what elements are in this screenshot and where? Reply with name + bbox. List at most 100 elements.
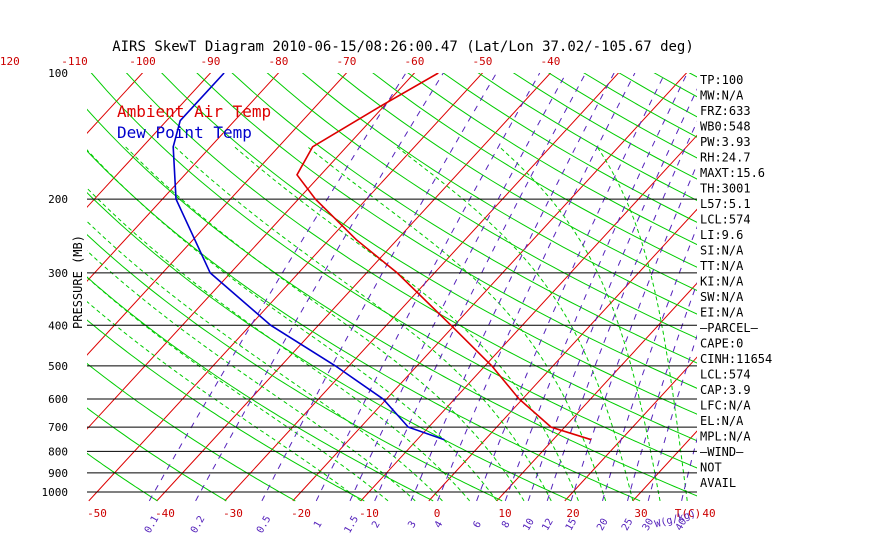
bottom-temp-tick-label: -10: [359, 507, 379, 520]
mixing-ratio-tick-label: 30: [641, 517, 657, 533]
mixing-ratio-line: [315, 73, 541, 502]
index-label: CAPE:0: [700, 337, 743, 351]
bottom-temp-tick-label: 30: [634, 507, 647, 520]
dry-adiabat-line: [87, 452, 158, 502]
mixing-ratio-line: [261, 73, 497, 502]
mixing-ratio-tick-label: 10: [521, 517, 537, 533]
index-label: LI:9.6: [700, 228, 743, 242]
pressure-tick-label: 800: [48, 445, 68, 458]
mixing-ratio-line: [504, 73, 688, 502]
index-label: CAP:3.9: [700, 383, 751, 397]
legend-ambient-air-temp: Ambient Air Temp: [117, 102, 271, 121]
isotherm-line: [292, 73, 688, 502]
dry-adiabat-line: [407, 73, 697, 246]
index-label: LCL:574: [700, 213, 751, 227]
dry-adiabat-line: [231, 73, 697, 364]
dry-adiabat-line: [87, 192, 572, 502]
bottom-temp-tick-label: -50: [87, 507, 107, 520]
top-temp-tick-label: -110: [61, 55, 88, 68]
top-temp-tick-label: -120: [0, 55, 20, 68]
isotherm-line: [87, 73, 212, 208]
bottom-temp-tick-label: -40: [155, 507, 175, 520]
isotherm-line: [496, 282, 697, 502]
dry-adiabat-line: [861, 54, 870, 501]
index-label: AVAIL: [700, 476, 736, 490]
isotherm-line: [837, 54, 870, 501]
moist-adiabat-line: [396, 146, 634, 502]
index-label: SW:N/A: [700, 290, 744, 304]
isotherm-line: [87, 73, 280, 282]
y-axis-label: PRESSURE (MB): [71, 235, 85, 329]
index-label: CINH:11654: [700, 352, 772, 366]
mixing-ratio-line: [437, 73, 636, 502]
index-label: SI:N/A: [700, 244, 744, 258]
isotherm-line: [0, 54, 24, 501]
index-label: —PARCEL—: [700, 321, 759, 335]
isotherm-line: [428, 208, 697, 502]
top-temp-tick-label: -60: [405, 55, 425, 68]
index-label: TP:100: [700, 73, 743, 87]
pressure-tick-label: 600: [48, 393, 68, 406]
isotherm-line: [224, 73, 620, 502]
dry-adiabat-line: [87, 407, 227, 502]
mixing-ratio-tick-label: 6: [471, 519, 484, 530]
bottom-temp-tick-label: 40: [702, 507, 715, 520]
mixing-ratio-line: [410, 73, 615, 502]
mixing-ratio-tick-label: 15: [564, 517, 580, 533]
legend-dew-point-temp: Dew Point Temp: [117, 123, 252, 142]
mixing-ratio-tick-label: 2: [370, 519, 383, 530]
dry-adiabat-line: [827, 54, 870, 501]
mixing-ratio-line: [374, 73, 587, 502]
mixing-ratio-tick-label: 1: [312, 519, 325, 530]
dry-adiabat-line: [87, 150, 641, 502]
index-label: LCL:574: [700, 368, 751, 382]
dry-adiabat-line: [759, 54, 870, 501]
index-label: —WIND—: [700, 445, 744, 459]
index-label: NOT: [700, 461, 722, 475]
isotherm-line: [632, 430, 697, 502]
index-label: LFC:N/A: [700, 399, 751, 413]
dry-adiabat-line: [512, 73, 697, 180]
mixing-ratio-line: [602, 225, 697, 502]
dry-adiabat-line: [301, 73, 697, 315]
bottom-temp-tick-label: 0: [434, 507, 441, 520]
dry-adiabat-line: [266, 73, 697, 339]
top-temp-tick-label: -80: [269, 55, 289, 68]
plot-grid: [0, 54, 870, 502]
dry-adiabat-line: [793, 54, 870, 501]
temp-unit-label: T(C): [675, 507, 702, 520]
bottom-temp-tick-label: -20: [291, 507, 311, 520]
pressure-tick-label: 300: [48, 267, 68, 280]
mixing-ratio-tick-label: 20: [595, 517, 611, 533]
pressure-tick-label: 400: [48, 319, 68, 332]
mixing-ratio-tick-label: 4: [433, 519, 446, 530]
index-label: EI:N/A: [700, 306, 744, 320]
isotherm-line: [87, 73, 144, 135]
dry-adiabat-line: [442, 73, 697, 223]
top-temp-tick-label: -100: [129, 55, 156, 68]
moist-adiabat-line: [87, 149, 498, 502]
mixing-ratio-tick-label: 0.2: [189, 514, 208, 535]
profile-lines: [172, 73, 592, 441]
index-label: RH:24.7: [700, 151, 751, 165]
dry-adiabat-line: [90, 73, 697, 469]
index-label: MAXT:15.6: [700, 166, 765, 180]
isotherm-line: [156, 73, 552, 502]
pressure-tick-label: 1000: [42, 486, 69, 499]
mixing-ratio-line: [476, 73, 666, 502]
dry-adiabat-line: [372, 73, 697, 268]
mixing-ratio-line: [527, 88, 697, 502]
bottom-temp-tick-label: 20: [566, 507, 579, 520]
dry-adiabat-line: [87, 319, 365, 502]
index-label: EL:N/A: [700, 414, 744, 428]
mixing-ratio-tick-label: 3: [406, 519, 419, 530]
moist-adiabat-line: [174, 146, 552, 502]
top-temp-tick-label: -40: [541, 55, 561, 68]
dry-adiabat-line: [161, 73, 697, 415]
dry-adiabat-line: [688, 73, 697, 78]
top-temp-tick-label: -90: [201, 55, 221, 68]
mixing-ratio-line: [647, 334, 697, 502]
bottom-temp-tick-label: 10: [498, 507, 511, 520]
